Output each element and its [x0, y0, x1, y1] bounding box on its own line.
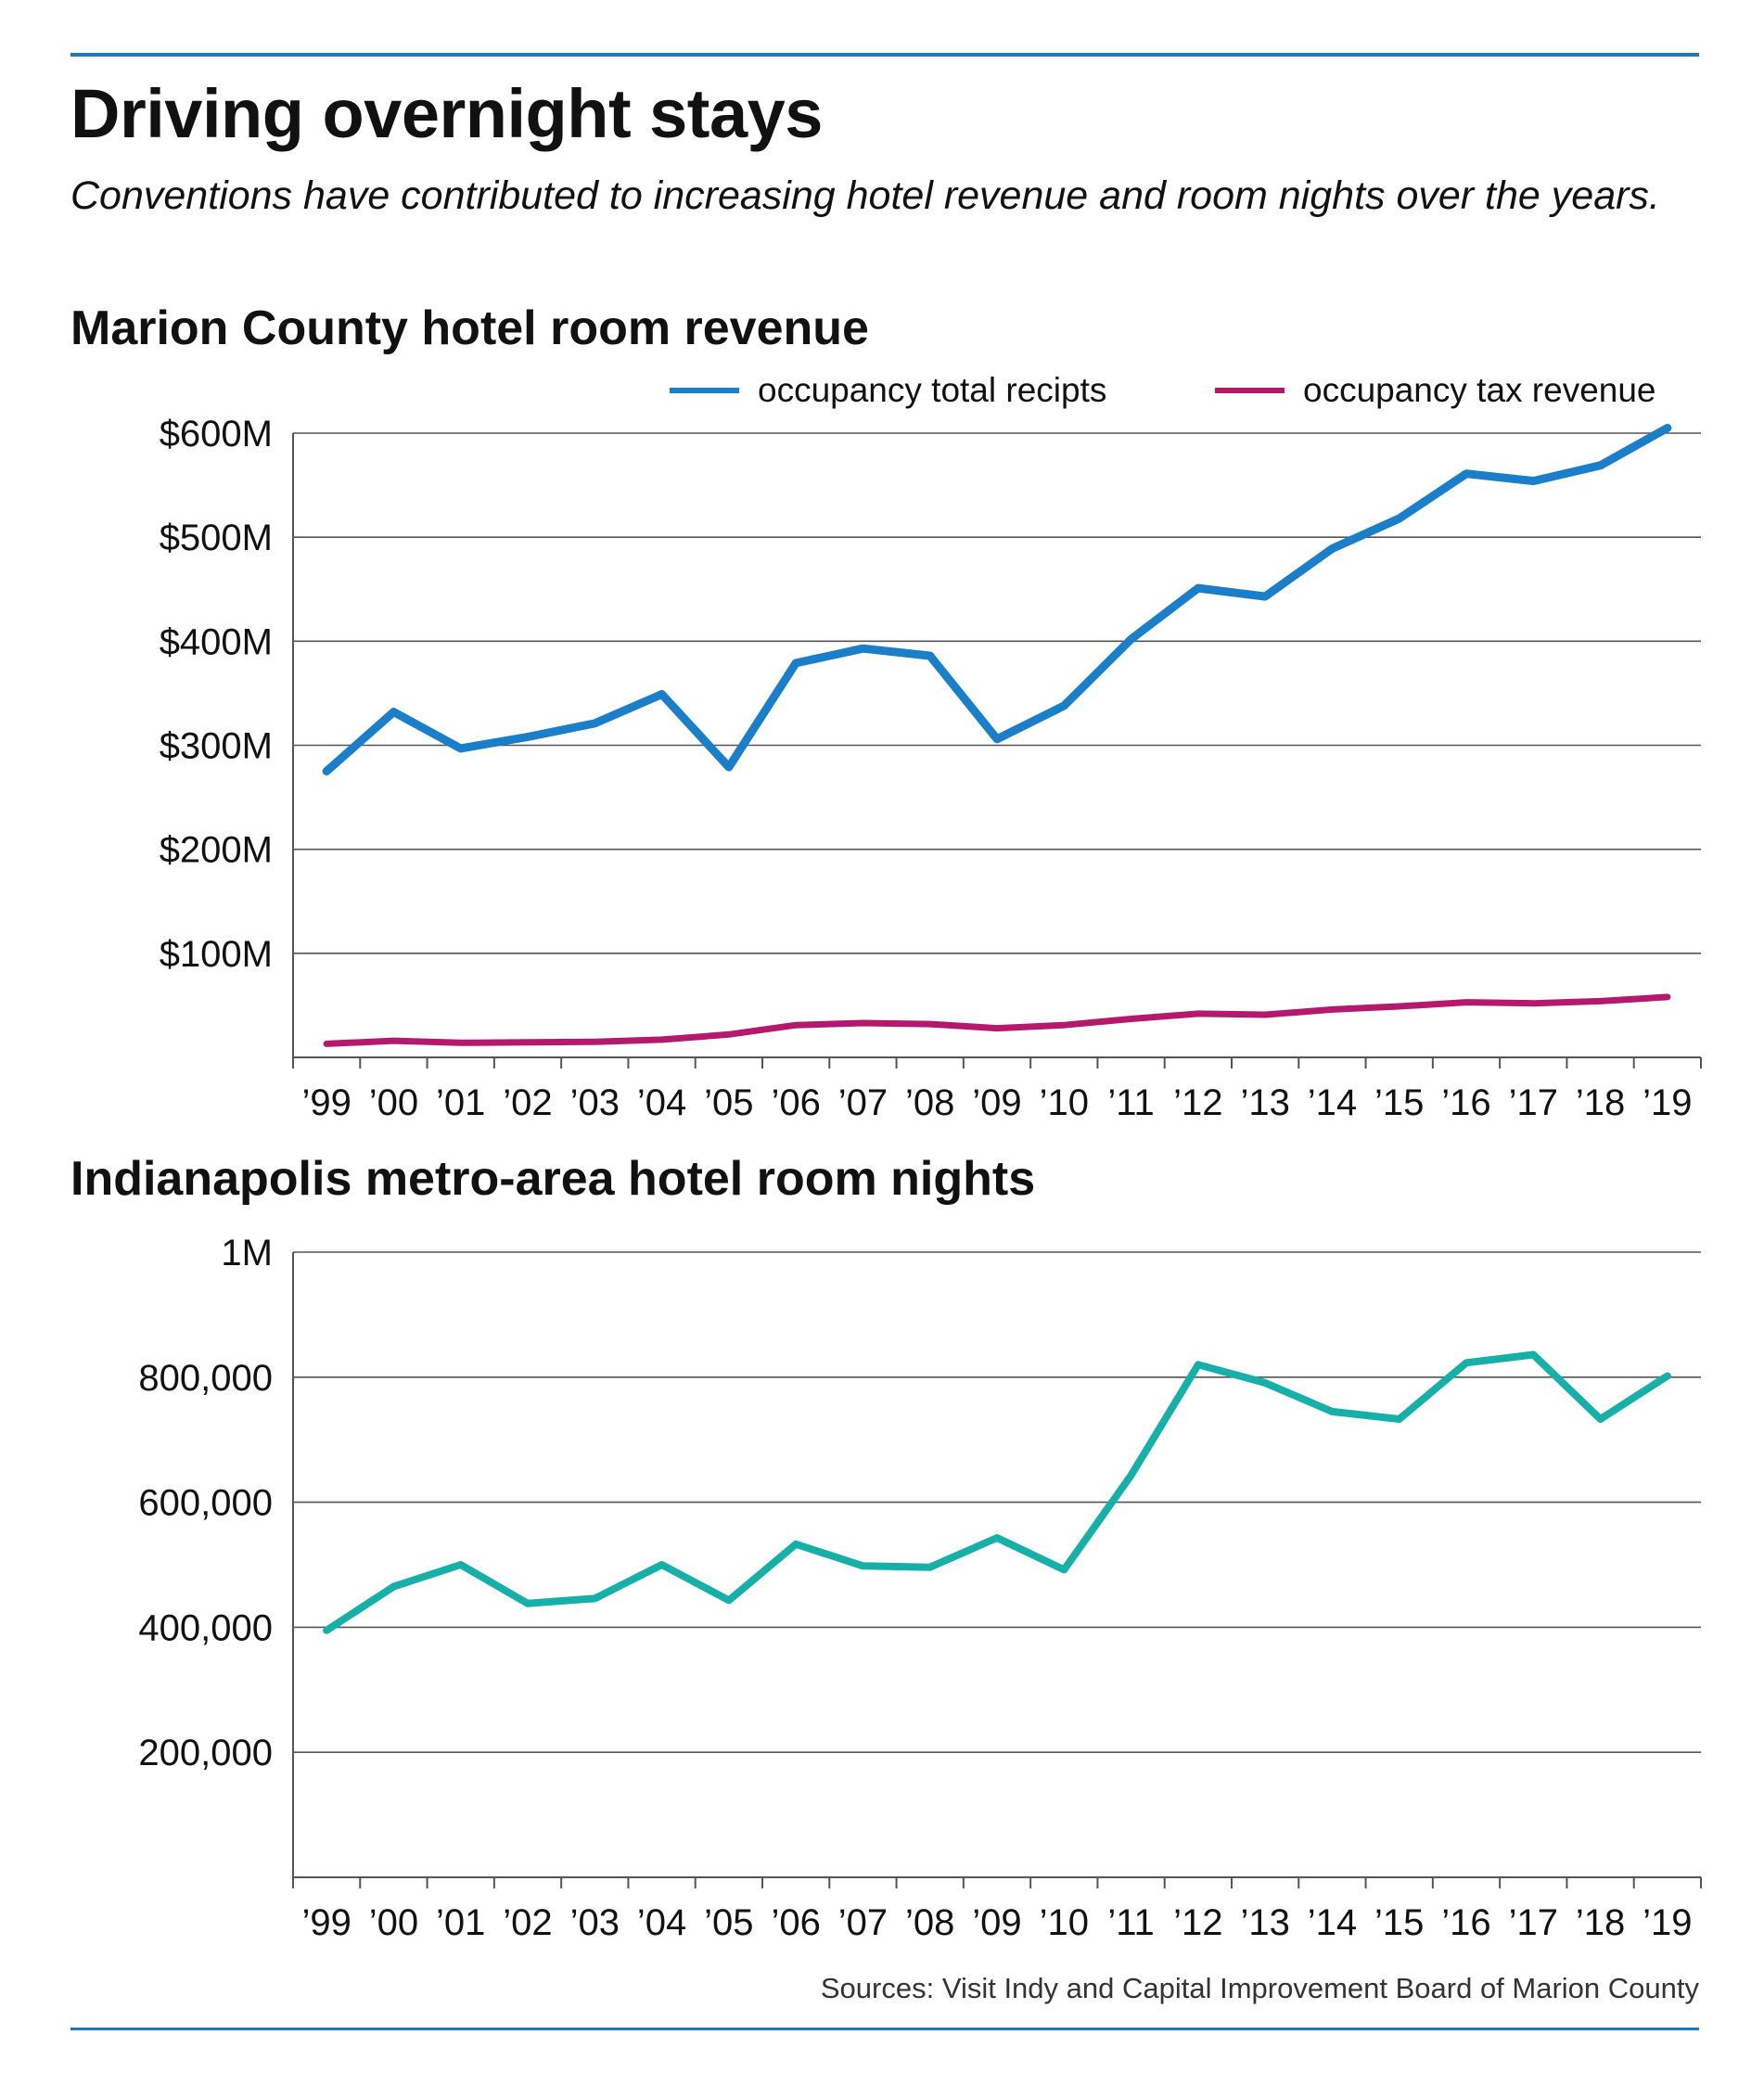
page-title: Driving overnight stays [70, 75, 823, 152]
x-tick-label: ’09 [972, 1082, 1021, 1123]
x-tick-label: ’12 [1173, 1902, 1222, 1943]
series-line [323, 993, 1671, 1047]
x-tick-label: ’00 [369, 1082, 418, 1123]
x-tick-label: ’06 [771, 1902, 820, 1943]
y-tick-label: $300M [160, 726, 273, 767]
y-tick-label: $400M [160, 621, 273, 662]
legend-label: occupancy total recipts [758, 371, 1106, 409]
source-note: Sources: Visit Indy and Capital Improvem… [820, 1972, 1699, 2004]
x-tick-label: ’19 [1643, 1902, 1692, 1943]
x-tick-label: ’19 [1643, 1082, 1692, 1123]
revenue-chart: $100M $200M $300M $400M $500M $600M ’99 ’00 ’01 ’… [160, 371, 1702, 1123]
x-tick-label: ’07 [838, 1902, 888, 1943]
y-tick-label: $200M [160, 830, 273, 871]
y-tick-label: 1M [221, 1233, 273, 1273]
x-tick-label: ’16 [1441, 1082, 1490, 1123]
revenue-chart-title: Marion County hotel room revenue [70, 301, 869, 355]
x-tick-label: ’99 [301, 1082, 351, 1123]
x-tick-label: ’13 [1240, 1902, 1289, 1943]
x-tick-label: ’18 [1576, 1902, 1625, 1943]
bottom-rule [70, 2028, 1699, 2030]
x-tick-label: ’17 [1509, 1902, 1558, 1943]
x-tick-label: ’04 [637, 1082, 686, 1123]
series-line [322, 423, 1672, 775]
x-tick-label: ’13 [1240, 1082, 1289, 1123]
x-tick-label: ’00 [369, 1902, 418, 1943]
x-tick-label: ’11 [1107, 1902, 1154, 1943]
x-tick-label: ’16 [1441, 1902, 1490, 1943]
x-tick-label: ’06 [771, 1082, 820, 1123]
room-nights-chart: 200,000 400,000 600,000 800,000 1M ’99 ’00 ’01 ’… [138, 1233, 1702, 1943]
x-tick-label: ’15 [1374, 1082, 1424, 1123]
legend-label: occupancy tax revenue [1303, 371, 1656, 409]
y-tick-label: 800,000 [138, 1358, 273, 1399]
x-tick-label: ’01 [436, 1082, 485, 1123]
y-tick-label: 200,000 [138, 1733, 273, 1773]
x-tick-label: ’01 [436, 1902, 485, 1943]
room-nights-chart-title: Indianapolis metro-area hotel room night… [70, 1152, 1036, 1206]
y-tick-label: $100M [160, 934, 273, 975]
y-tick-label: $500M [160, 518, 273, 558]
x-tick-label: ’10 [1040, 1082, 1089, 1123]
y-tick-label: $600M [160, 414, 273, 454]
x-tick-label: ’02 [503, 1902, 552, 1943]
x-tick-label: ’08 [905, 1082, 954, 1123]
x-tick-label: ’07 [838, 1082, 888, 1123]
y-tick-label: 400,000 [138, 1607, 273, 1648]
x-tick-label: ’17 [1509, 1082, 1558, 1123]
x-tick-label: ’04 [637, 1902, 686, 1943]
y-tick-label: 600,000 [138, 1483, 273, 1524]
x-tick-label: ’15 [1374, 1902, 1424, 1943]
x-tick-label: ’99 [301, 1902, 351, 1943]
page-subtitle: Conventions have contributed to increasi… [70, 173, 1660, 218]
x-tick-label: ’09 [972, 1902, 1021, 1943]
x-tick-label: ’05 [704, 1902, 753, 1943]
x-tick-label: ’03 [570, 1082, 620, 1123]
top-rule [70, 53, 1699, 57]
series-line [323, 1350, 1671, 1634]
x-tick-label: ’14 [1308, 1902, 1357, 1943]
x-tick-label: ’10 [1040, 1902, 1089, 1943]
x-tick-label: ’08 [905, 1902, 954, 1943]
x-tick-label: ’03 [570, 1902, 620, 1943]
x-tick-label: ’18 [1576, 1082, 1625, 1123]
x-tick-label: ’11 [1107, 1082, 1154, 1123]
x-tick-label: ’14 [1308, 1082, 1357, 1123]
x-tick-label: ’12 [1173, 1082, 1222, 1123]
x-tick-label: ’05 [704, 1082, 753, 1123]
x-tick-label: ’02 [503, 1082, 552, 1123]
